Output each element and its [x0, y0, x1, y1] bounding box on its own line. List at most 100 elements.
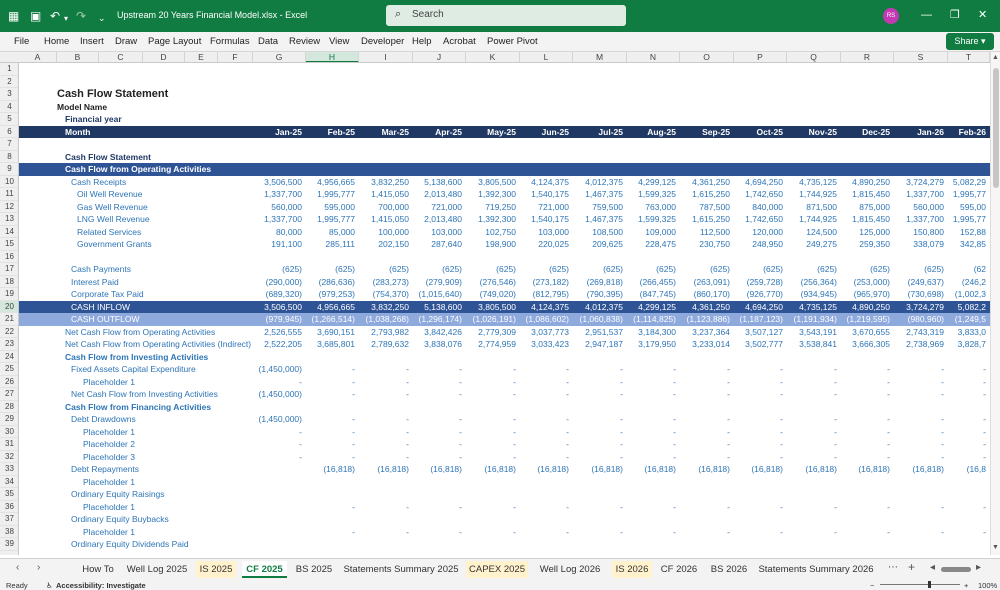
- row-label[interactable]: Debt Drawdowns: [71, 414, 136, 424]
- value-cell[interactable]: -: [459, 414, 462, 424]
- value-cell[interactable]: 1,615,250: [692, 189, 730, 199]
- sheet-tab-statements-summary-2026[interactable]: Statements Summary 2026: [758, 564, 874, 575]
- value-cell[interactable]: -: [513, 451, 516, 462]
- value-cell[interactable]: 3,506,500: [264, 301, 302, 312]
- zoom-level[interactable]: 100%: [978, 581, 998, 590]
- value-cell[interactable]: -: [941, 414, 944, 424]
- menu-view[interactable]: View: [329, 36, 350, 47]
- value-cell[interactable]: 4,299,125: [638, 176, 676, 187]
- value-cell[interactable]: 202,150: [378, 239, 409, 249]
- value-cell[interactable]: -: [513, 376, 516, 387]
- row-label[interactable]: Oil Well Revenue: [77, 189, 143, 199]
- value-cell[interactable]: 198,900: [485, 239, 516, 249]
- value-cell[interactable]: 1,337,700: [264, 214, 302, 224]
- sheet-tab-bs-2025[interactable]: BS 2025: [295, 564, 333, 575]
- value-cell[interactable]: -: [834, 376, 837, 387]
- menu-page-layout[interactable]: Page Layout: [148, 36, 202, 47]
- value-cell[interactable]: (16,818): [537, 464, 569, 474]
- value-cell[interactable]: (16,818): [751, 464, 783, 474]
- row-label[interactable]: Net Cash Flow from Operating Activities: [65, 326, 216, 337]
- row-header[interactable]: 3: [0, 88, 18, 101]
- row-header[interactable]: 9: [0, 163, 18, 176]
- value-cell[interactable]: 3,502,777: [745, 339, 783, 349]
- row-header[interactable]: 16: [0, 251, 18, 263]
- month-header[interactable]: Sep-25: [702, 126, 730, 137]
- column-header-i[interactable]: I: [359, 52, 413, 62]
- value-cell[interactable]: (1,086,602): [525, 314, 569, 324]
- row-label[interactable]: CASH OUTFLOW: [71, 314, 140, 324]
- value-cell[interactable]: (625): [924, 264, 944, 274]
- value-cell[interactable]: -: [983, 414, 986, 424]
- value-cell[interactable]: (625): [763, 264, 783, 274]
- menu-data[interactable]: Data: [258, 36, 279, 47]
- value-cell[interactable]: -: [941, 364, 944, 374]
- value-cell[interactable]: (16,818): [430, 464, 462, 474]
- value-cell[interactable]: 2,789,632: [371, 339, 409, 349]
- value-cell[interactable]: 4,361,250: [692, 176, 730, 187]
- value-cell[interactable]: 4,012,375: [585, 301, 623, 312]
- zoom-slider[interactable]: [880, 584, 960, 585]
- value-cell[interactable]: -: [566, 414, 569, 424]
- row-header[interactable]: 37: [0, 513, 18, 526]
- value-cell[interactable]: (16,818): [644, 464, 676, 474]
- value-cell[interactable]: -: [887, 451, 890, 462]
- row-label[interactable]: Related Services: [77, 226, 142, 237]
- row-label[interactable]: Placeholder 1: [83, 376, 135, 387]
- value-cell[interactable]: -: [352, 389, 355, 399]
- value-cell[interactable]: 112,500: [699, 226, 730, 237]
- value-cell[interactable]: (979,253): [318, 289, 355, 299]
- value-cell[interactable]: 3,828,7: [957, 339, 986, 349]
- row-header[interactable]: 25: [0, 363, 18, 376]
- menu-review[interactable]: Review: [289, 36, 321, 47]
- value-cell[interactable]: 721,000: [431, 201, 462, 212]
- value-cell[interactable]: (16,8: [966, 464, 986, 474]
- value-cell[interactable]: -: [406, 451, 409, 462]
- column-header-l[interactable]: L: [520, 52, 573, 62]
- value-cell[interactable]: 120,000: [752, 226, 783, 237]
- value-cell[interactable]: 4,124,375: [531, 176, 569, 187]
- value-cell[interactable]: 1,337,700: [906, 214, 944, 224]
- value-cell[interactable]: 109,000: [645, 226, 676, 237]
- row-label[interactable]: [65, 251, 325, 264]
- value-cell[interactable]: -: [566, 389, 569, 399]
- value-cell[interactable]: -: [352, 451, 355, 462]
- value-cell[interactable]: -: [352, 439, 355, 449]
- value-cell[interactable]: 2,013,480: [424, 189, 462, 199]
- row-header[interactable]: 29: [0, 413, 18, 426]
- sheet-tab-cf-2025[interactable]: CF 2025: [242, 561, 287, 578]
- value-cell[interactable]: -: [887, 376, 890, 387]
- value-cell[interactable]: (625): [710, 264, 730, 274]
- value-cell[interactable]: -: [459, 426, 462, 437]
- value-cell[interactable]: (16,818): [591, 464, 623, 474]
- row-header[interactable]: 13: [0, 213, 18, 226]
- value-cell[interactable]: 1,415,050: [371, 189, 409, 199]
- row-label[interactable]: Placeholder 3: [83, 451, 135, 462]
- scrollbar-thumb[interactable]: [993, 68, 999, 188]
- value-cell[interactable]: 875,000: [859, 201, 890, 212]
- row-label[interactable]: Placeholder 1: [83, 501, 135, 512]
- row-header[interactable]: 17: [0, 263, 18, 276]
- value-cell[interactable]: 2,779,309: [478, 326, 516, 337]
- value-cell[interactable]: 1,995,777: [317, 214, 355, 224]
- value-cell[interactable]: (1,450,000): [258, 414, 302, 424]
- value-cell[interactable]: -: [620, 526, 623, 537]
- minimize-icon[interactable]: —: [921, 9, 932, 21]
- value-cell[interactable]: 1,415,050: [371, 214, 409, 224]
- sheet-title[interactable]: Cash Flow Statement: [57, 88, 169, 100]
- value-cell[interactable]: -: [299, 426, 302, 437]
- value-cell[interactable]: (860,170): [693, 289, 730, 299]
- column-header-j[interactable]: J: [413, 52, 466, 62]
- row-label[interactable]: Cash Flow from Financing Activities: [65, 401, 212, 412]
- value-cell[interactable]: 1,995,777: [317, 189, 355, 199]
- value-cell[interactable]: -: [513, 439, 516, 449]
- value-cell[interactable]: 1,540,175: [531, 214, 569, 224]
- value-cell[interactable]: -: [727, 526, 730, 537]
- month-header[interactable]: May-25: [487, 126, 516, 137]
- value-cell[interactable]: 3,184,300: [638, 326, 676, 337]
- value-cell[interactable]: -: [887, 526, 890, 537]
- value-cell[interactable]: (1,296,174): [418, 314, 462, 324]
- value-cell[interactable]: 721,000: [538, 201, 569, 212]
- row-header[interactable]: 18: [0, 276, 18, 288]
- value-cell[interactable]: (1,450,000): [258, 389, 302, 399]
- row-label[interactable]: Corporate Tax Paid: [71, 289, 144, 299]
